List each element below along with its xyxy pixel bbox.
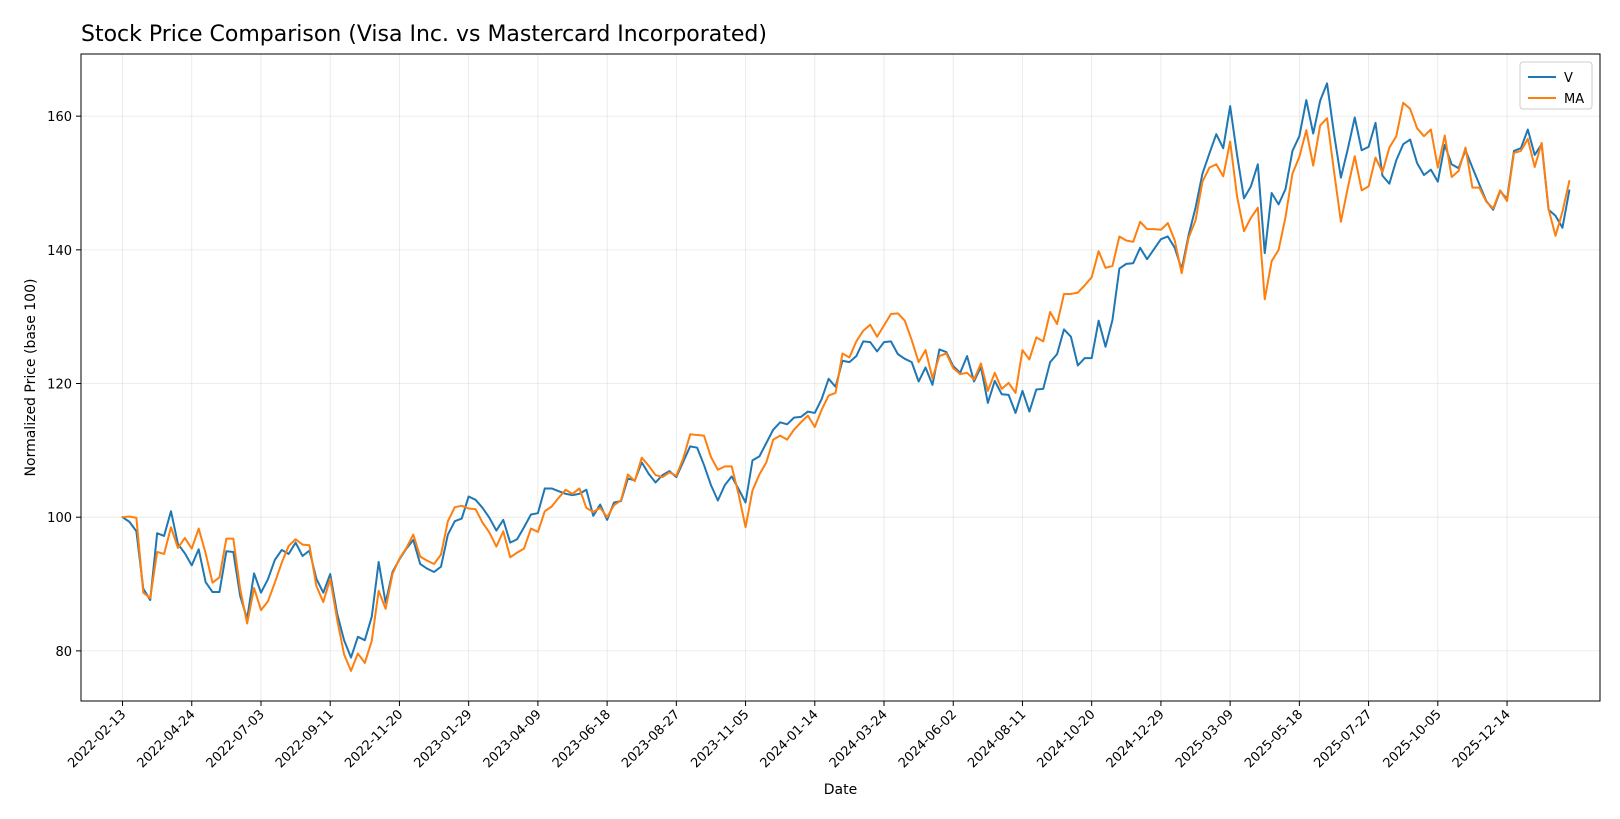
y-tick-label: 140 [47,244,72,259]
series-line-v [121,82,1571,659]
plot-area-frame [80,53,1601,702]
y-tick-label: 80 [55,645,72,660]
series-line-ma [121,101,1571,672]
y-tick-label: 100 [47,511,72,526]
legend-label-ma: MA [1564,92,1584,107]
y-axis-label: Normalized Price (base 100) [23,279,39,477]
series-layer [121,82,1571,672]
legend: V MA [1519,61,1593,110]
y-tick-label: 160 [47,110,72,125]
legend-label-v: V [1564,71,1573,86]
x-axis-label: Date [824,782,857,798]
chart-title: Stock Price Comparison (Visa Inc. vs Mas… [81,22,767,47]
y-tick-label: 120 [47,378,72,393]
y-axis-ticks: 80 100 120 140 160 [47,110,81,660]
grid-lines [81,54,1600,701]
